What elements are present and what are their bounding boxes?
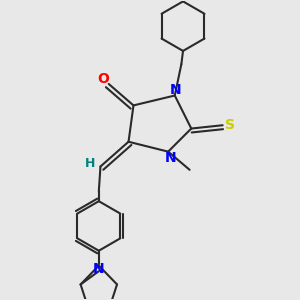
Text: S: S (225, 118, 235, 132)
Text: N: N (165, 151, 177, 165)
Text: N: N (169, 82, 181, 97)
Text: H: H (85, 158, 96, 170)
Text: N: N (93, 262, 105, 276)
Text: O: O (97, 72, 109, 86)
